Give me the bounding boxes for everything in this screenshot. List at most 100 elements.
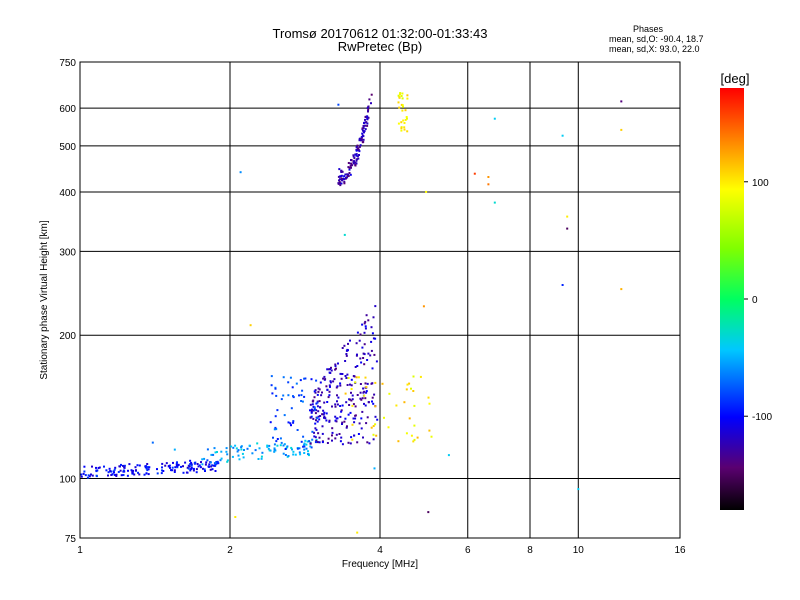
data-point [238,458,241,461]
data-point [397,101,400,104]
data-point [340,410,343,413]
data-point [237,449,240,452]
data-point [243,449,245,451]
data-point [428,429,431,432]
data-point [344,375,347,377]
isolated-point [356,531,359,534]
data-point [356,144,359,147]
data-point [356,441,359,444]
data-point [190,461,193,464]
data-point [279,444,282,447]
data-point [303,452,306,454]
data-point [189,463,192,466]
data-point [366,115,369,118]
data-point [287,421,290,424]
colorbar [720,88,744,510]
data-point [107,474,109,477]
data-point [341,443,344,446]
isolated-point [425,190,428,193]
data-point [112,470,115,473]
data-point [383,416,385,419]
data-point [363,131,365,134]
data-point [206,459,209,462]
data-point [208,463,211,466]
data-point [186,471,189,474]
data-point [275,428,278,431]
data-point [371,382,374,385]
data-point [361,323,364,326]
data-point [122,464,124,467]
data-point [313,390,316,393]
data-point [146,466,149,469]
data-point [350,159,353,162]
data-point [371,332,374,335]
data-point [214,470,217,472]
isolated-point [173,448,176,451]
isolated-point [427,511,430,514]
data-point [282,444,285,447]
data-point [364,115,367,118]
data-point [336,400,338,403]
data-point [170,469,172,472]
data-point [365,390,368,393]
data-point [357,157,360,160]
data-point [211,468,214,471]
data-point [280,398,283,401]
data-point [329,380,332,383]
data-point [366,382,369,385]
data-point [412,390,415,392]
data-point [331,434,333,437]
data-point [314,427,317,430]
isolated-point [473,172,476,175]
data-point [327,437,330,440]
data-point [248,444,251,447]
data-point [345,354,348,357]
data-point [117,471,120,473]
data-point [156,472,159,475]
data-point [300,440,303,443]
data-point [323,401,326,404]
data-point [325,419,328,422]
data-point [160,472,163,475]
data-point [335,386,338,389]
data-point [351,423,354,426]
data-point [270,384,273,387]
data-point [167,465,170,468]
data-point [339,382,342,385]
data-point [173,469,176,472]
data-point [237,454,240,457]
data-point [327,368,330,371]
data-point [91,465,93,468]
data-point [365,386,368,389]
data-point [346,173,349,176]
isolated-point [620,288,623,291]
data-point [296,447,299,450]
data-point [276,409,279,412]
data-point [313,435,316,438]
data-point [353,421,356,424]
data-point [330,366,332,369]
data-point [273,443,276,446]
data-point [341,404,344,407]
data-point [352,155,355,158]
data-point [366,416,369,419]
data-point [283,414,286,417]
data-point [287,381,290,384]
data-point [346,348,349,351]
data-point [309,403,312,406]
data-point [352,162,355,165]
x-tick-label: 16 [674,545,686,556]
data-point [362,391,365,394]
data-point [203,457,206,460]
data-point [372,337,375,340]
data-point [274,415,277,418]
data-point [136,464,139,467]
data-point [361,141,364,144]
data-point [349,411,352,414]
data-point [326,442,329,444]
data-point [349,173,352,176]
data-point [284,448,287,450]
data-point [370,426,373,429]
data-point [405,432,408,435]
data-point [83,465,86,468]
